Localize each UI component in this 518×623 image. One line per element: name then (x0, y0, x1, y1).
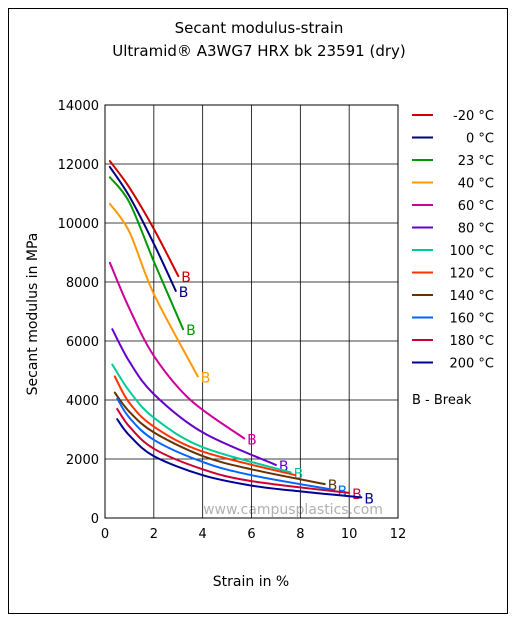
y-tick-label: 0 (91, 512, 99, 527)
series-line (113, 375, 297, 477)
legend: -20 °C 0 °C 23 °C 40 °C 60 °C 80 °C 100 °C 120 … (412, 109, 494, 372)
x-axis-label: Strain in % (213, 574, 289, 590)
x-tick-label: 0 (101, 527, 109, 542)
break-legend: B - Break (412, 393, 472, 408)
break-marker: B (181, 270, 191, 286)
legend-label: 80 °C (458, 222, 494, 237)
chart-title: Secant modulus-strain (175, 19, 344, 37)
series-line (108, 160, 180, 278)
series-line (116, 407, 351, 494)
legend-label: 160 °C (449, 312, 494, 327)
legend-label: 23 °C (458, 154, 494, 169)
break-marker: B (328, 478, 338, 494)
series-line (108, 202, 199, 378)
y-tick-label: 12000 (58, 158, 99, 173)
x-tick-label: 2 (150, 527, 158, 542)
legend-label: -20 °C (453, 109, 494, 124)
legend-label: 100 °C (449, 244, 494, 259)
series-line (113, 391, 326, 486)
chart-frame: Secant modulus-strain Ultramid® A3WG7 HR… (8, 8, 508, 614)
x-tick-label: 12 (390, 527, 407, 542)
break-marker: B (186, 323, 196, 339)
x-tick-label: 8 (296, 527, 304, 542)
grid (104, 104, 399, 519)
y-tick-label: 14000 (58, 99, 99, 114)
y-tick-label: 10000 (58, 217, 99, 232)
secant-modulus-chart: Secant modulus-strain Ultramid® A3WG7 HR… (25, 19, 494, 590)
series-line (111, 328, 277, 466)
legend-label: 140 °C (449, 289, 494, 304)
legend-label: 0 °C (466, 132, 494, 147)
break-marker: B (352, 487, 362, 503)
y-tick-label: 2000 (66, 453, 99, 468)
break-marker: B (247, 432, 257, 448)
legend-label: 60 °C (458, 199, 494, 214)
series-line (108, 176, 185, 331)
series-line (108, 165, 177, 292)
break-marker: B (201, 370, 211, 386)
y-tick-label: 6000 (66, 335, 99, 350)
series-line (116, 397, 336, 491)
legend-label: 120 °C (449, 267, 494, 282)
break-marker: B (179, 285, 189, 301)
legend-label: 180 °C (449, 334, 494, 349)
legend-label: 40 °C (458, 177, 494, 192)
legend-label: 200 °C (449, 357, 494, 372)
watermark: www.campusplastics.com (203, 502, 383, 518)
chart-subtitle: Ultramid® A3WG7 HRX bk 23591 (dry) (112, 42, 406, 60)
break-marker: B (364, 491, 374, 507)
y-axis-label: Secant modulus in MPa (25, 233, 41, 396)
x-tick-label: 10 (341, 527, 358, 542)
y-tick-label: 4000 (66, 394, 99, 409)
axis-ticks: 0 2 4 6 8 10 12 0 2000 4000 6000 8000 10000 12000 1400… (58, 99, 407, 542)
series-line (116, 418, 363, 499)
y-tick-label: 8000 (66, 276, 99, 291)
series-line (111, 363, 292, 474)
break-marker: B (294, 466, 304, 482)
break-marker: B (279, 459, 289, 475)
x-tick-label: 6 (247, 527, 255, 542)
series-line (108, 261, 246, 440)
x-tick-label: 4 (199, 527, 207, 542)
